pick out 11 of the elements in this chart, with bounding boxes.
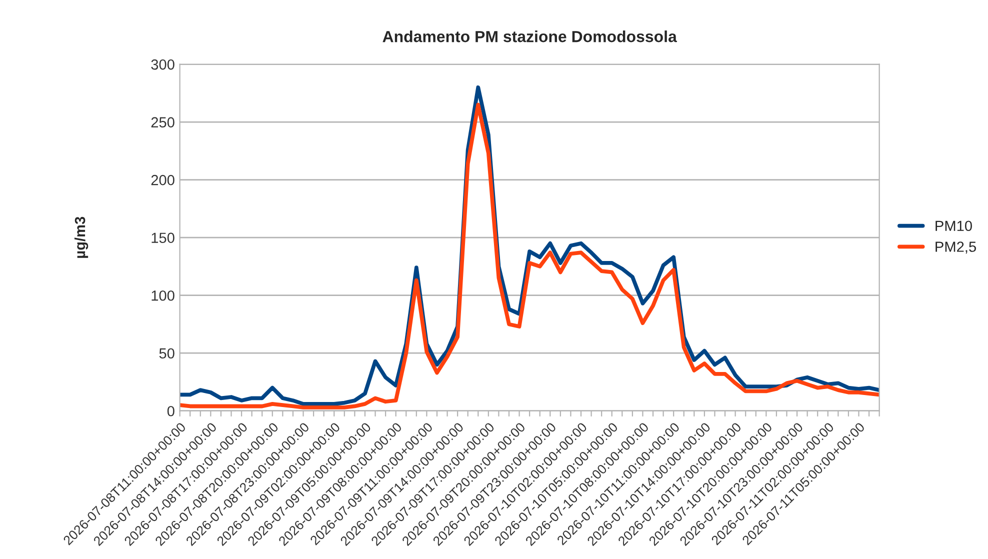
- chart-title: Andamento PM stazione Domodossola: [382, 30, 677, 42]
- legend-label: PM2,5: [936, 242, 976, 254]
- y-tick-label: 150: [152, 232, 174, 244]
- legend-label: PM10: [936, 220, 972, 232]
- y-tick-label: 0: [167, 406, 174, 416]
- y-axis-title: µg/m3: [74, 216, 88, 258]
- y-tick-label: 200: [151, 174, 174, 186]
- y-tick-label: 50: [159, 348, 174, 359]
- y-tick-label: 300: [151, 59, 174, 70]
- y-tick-label: 250: [151, 117, 174, 128]
- y-tick-label: 100: [152, 290, 174, 301]
